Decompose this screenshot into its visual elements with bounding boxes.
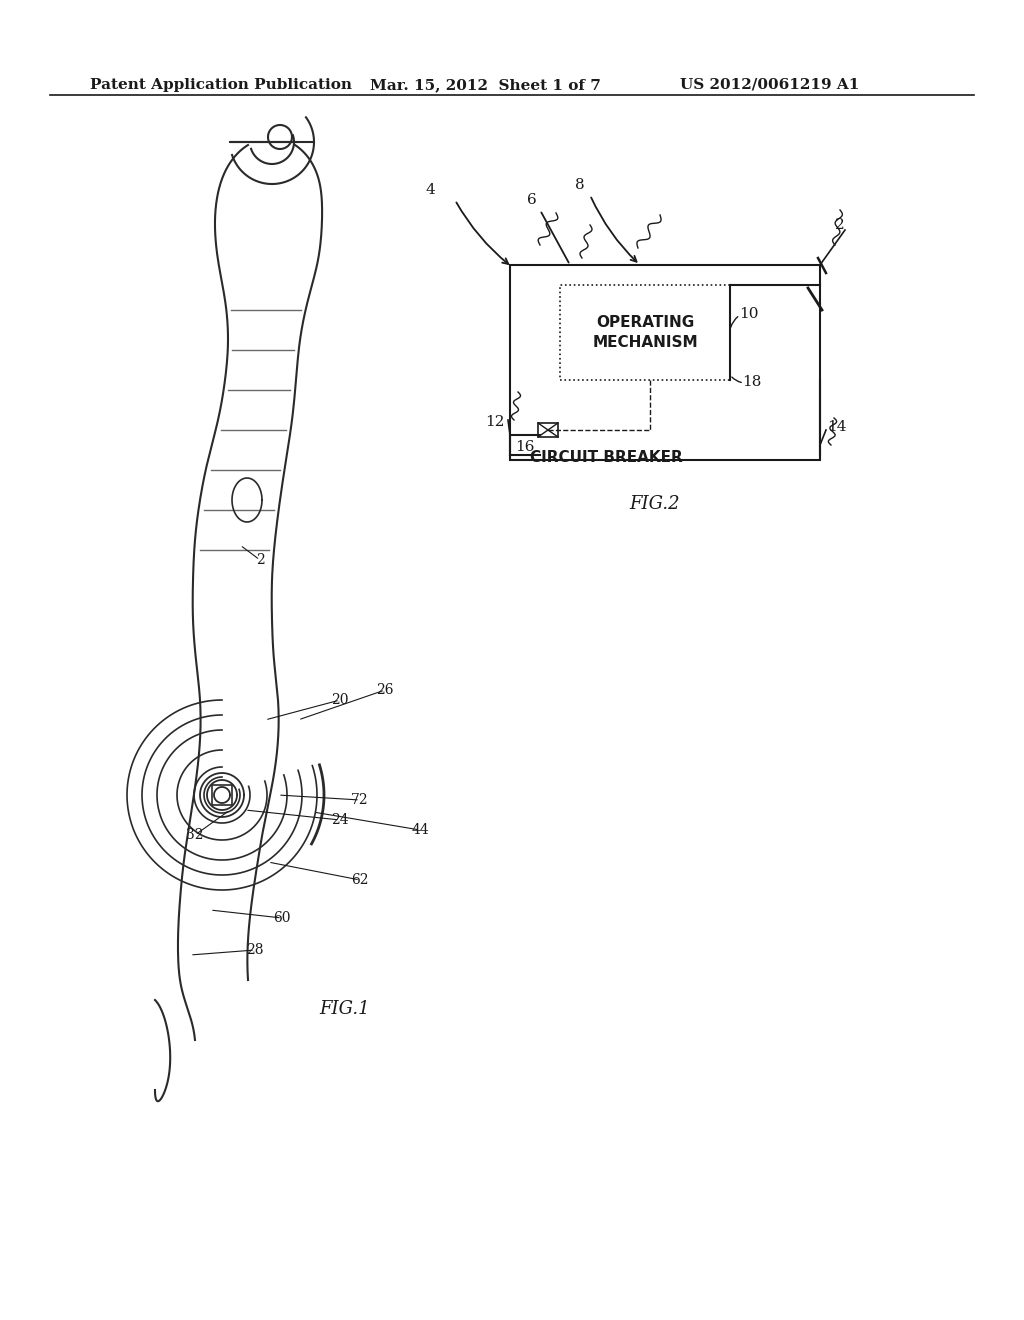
Text: 10: 10 [739,308,759,321]
Bar [212,785,232,805]
Text: 60: 60 [273,911,291,925]
Text: 16: 16 [515,440,535,454]
Text: 24: 24 [331,813,349,828]
Text: 18: 18 [742,375,762,389]
Text: 8: 8 [575,178,585,191]
Text: Mar. 15, 2012  Sheet 1 of 7: Mar. 15, 2012 Sheet 1 of 7 [370,78,601,92]
Text: 44: 44 [411,822,429,837]
Text: 20: 20 [331,693,349,708]
Text: CIRCUIT BREAKER: CIRCUIT BREAKER [530,450,683,465]
Text: US 2012/0061219 A1: US 2012/0061219 A1 [680,78,859,92]
Text: 28: 28 [246,942,264,957]
Text: 14: 14 [827,420,847,434]
Text: 32: 32 [186,828,204,842]
Text: FIG.1: FIG.1 [319,1001,371,1018]
Text: OPERATING
MECHANISM: OPERATING MECHANISM [592,315,697,350]
Text: 12: 12 [485,414,505,429]
Text: FIG.2: FIG.2 [630,495,680,513]
Text: 6: 6 [527,193,537,207]
Text: 2: 2 [256,553,264,568]
Text: 4: 4 [425,183,435,197]
Bar [510,265,820,459]
Text: 62: 62 [351,873,369,887]
Text: 72: 72 [351,793,369,807]
Bar [560,285,730,380]
Text: 2: 2 [835,218,845,232]
Text: 26: 26 [376,682,394,697]
Bar [538,422,558,437]
Text: Patent Application Publication: Patent Application Publication [90,78,352,92]
